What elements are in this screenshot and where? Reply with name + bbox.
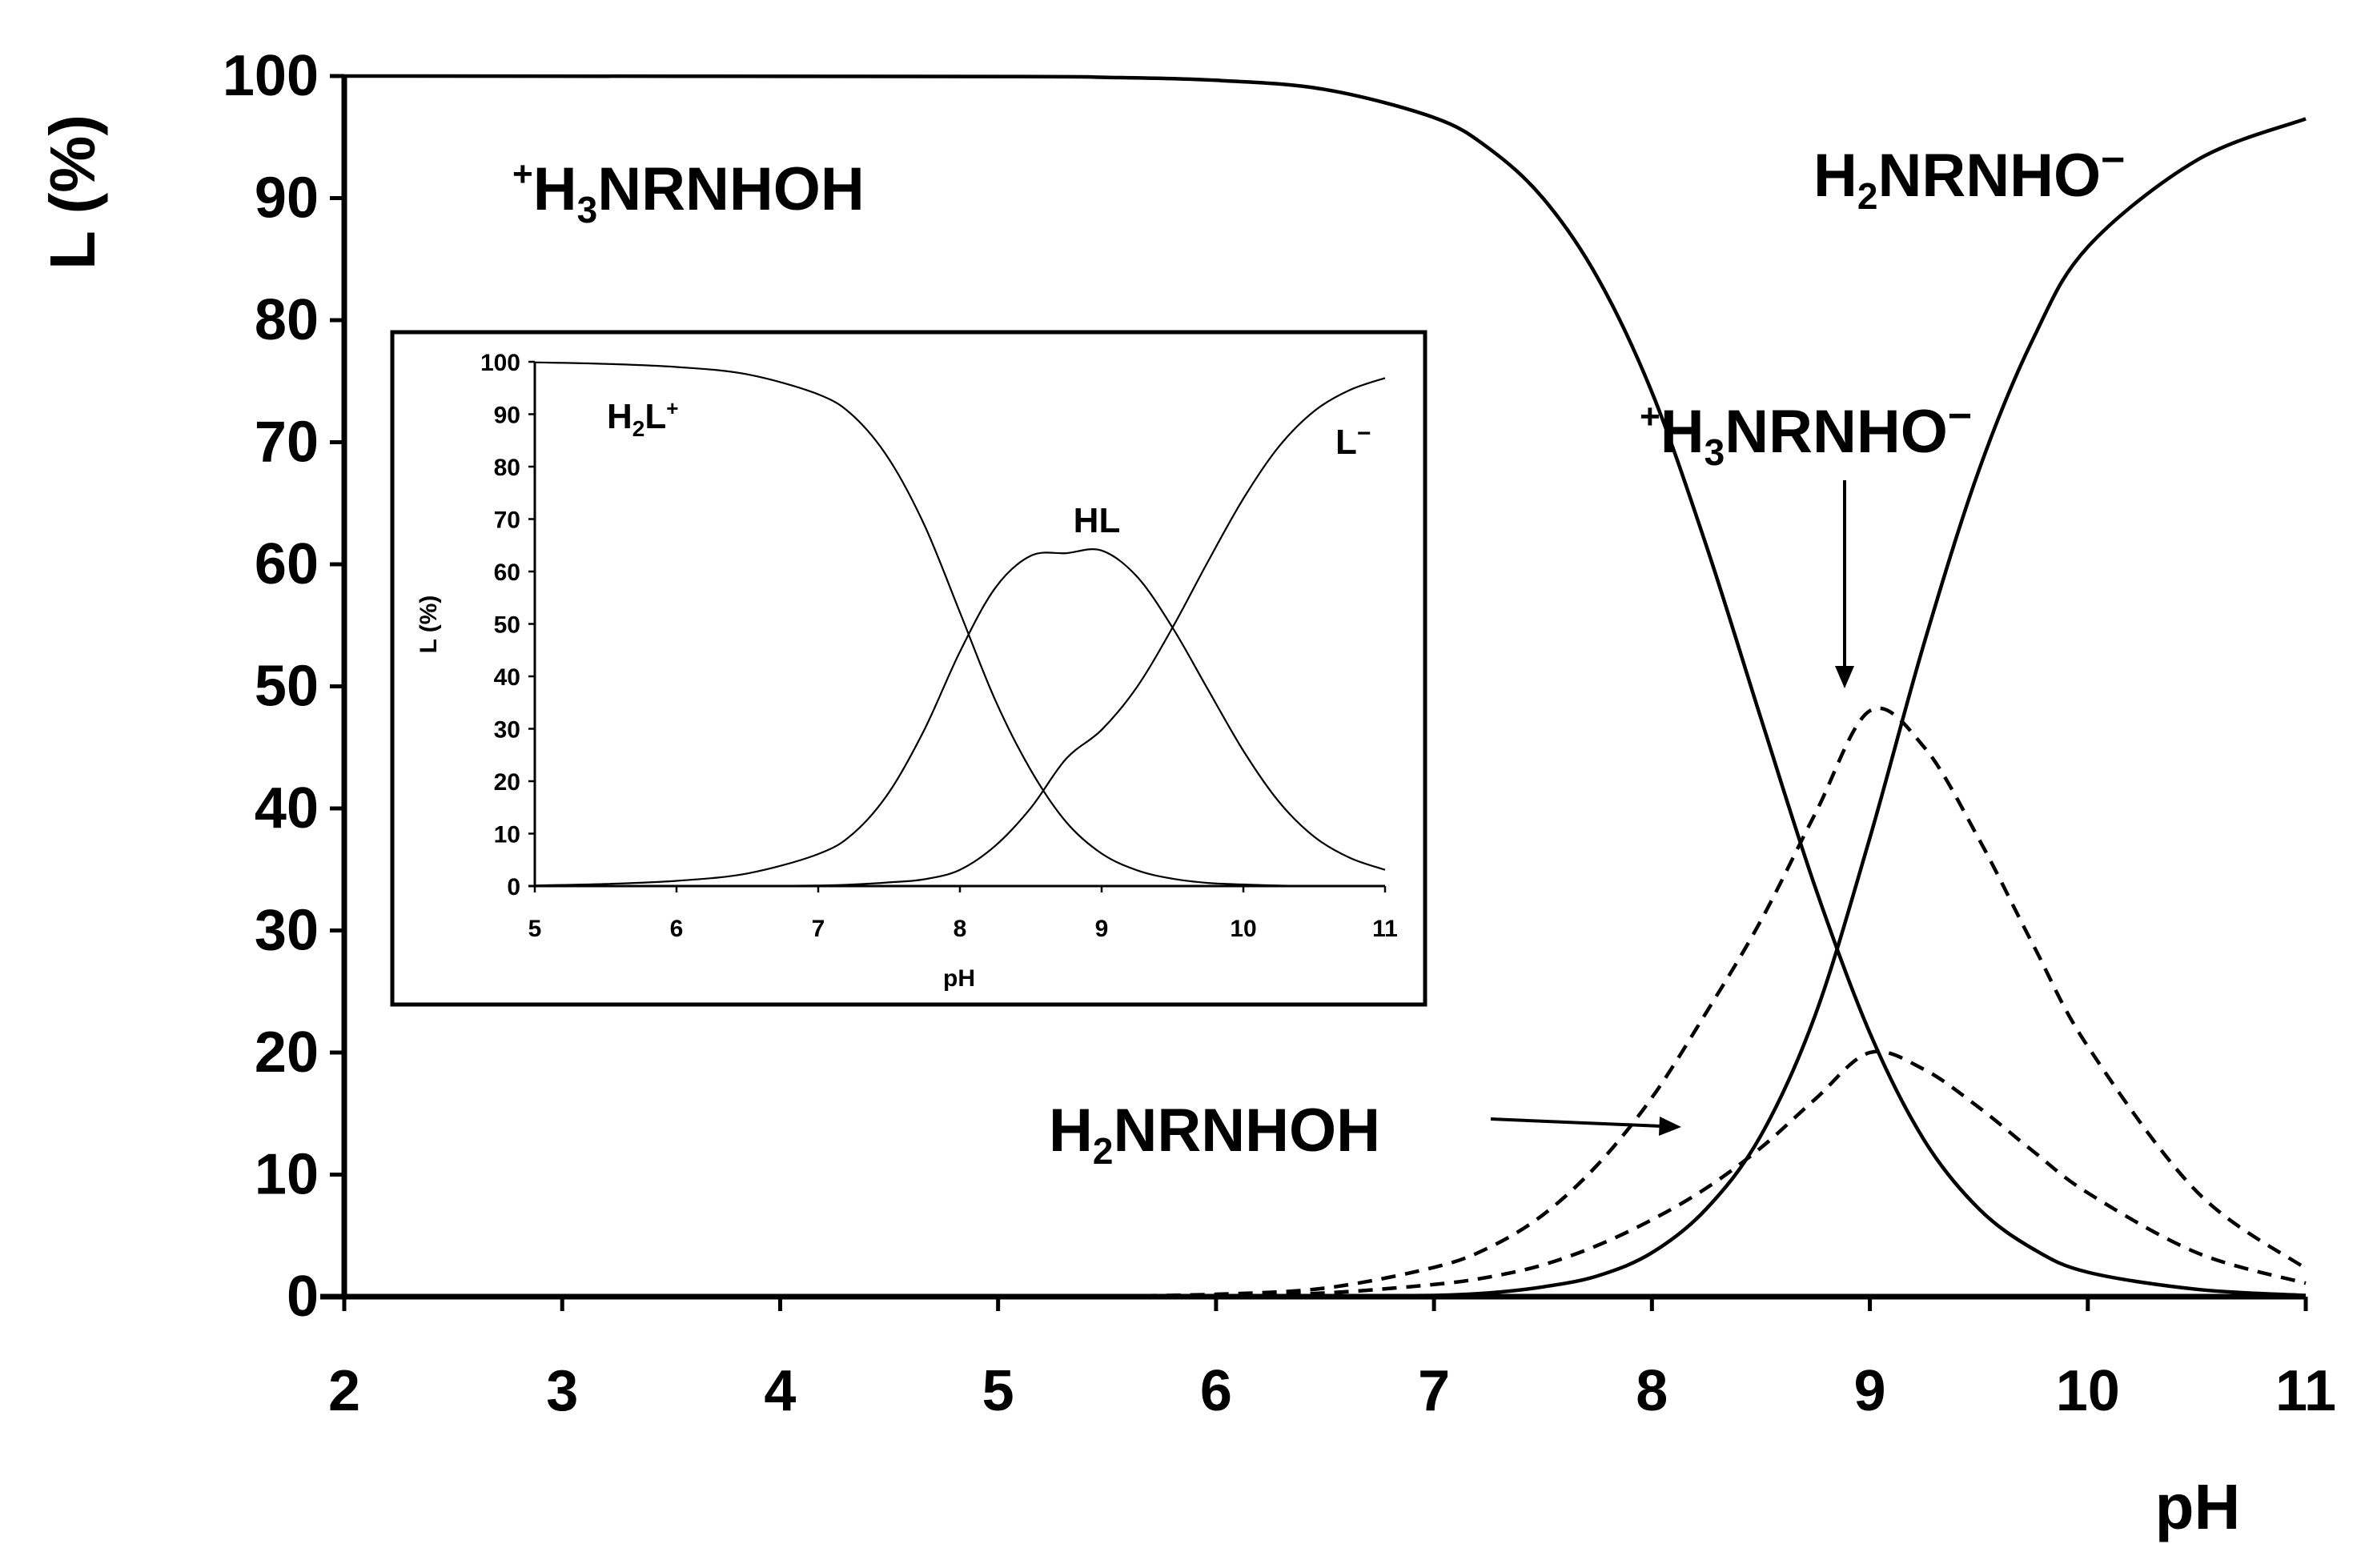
inset-label-l-minus: L− [1335, 420, 1371, 462]
inset-x-tick-label: 8 [954, 916, 967, 942]
inset-x-axis-title: pH [943, 965, 975, 992]
main-x-tick-label: 8 [1636, 1359, 1668, 1423]
inset-x-tick-label: 9 [1095, 916, 1109, 942]
main-x-tick-label: 2 [328, 1359, 360, 1423]
arrow-to-h2nrnhoh-curve [1490, 1117, 1681, 1136]
main-y-tick-label: 60 [255, 532, 319, 596]
main-y-tick-label: 40 [255, 776, 319, 840]
main-series-line-4 [998, 1049, 2307, 1299]
main-y-tick-label: 10 [255, 1143, 319, 1207]
main-series-line-2 [998, 117, 2307, 1299]
species-label-h3nrnhoh: +H3NRNHOH [512, 154, 865, 231]
inset-y-tick-label: 40 [494, 664, 520, 691]
inset-series-line-1 [534, 361, 1385, 887]
inset-x-tick-label: 6 [670, 916, 684, 942]
species-label-h3nrnho-zwitterion: +H3NRNHO− [1640, 393, 1972, 473]
inset-y-tick-label: 100 [480, 350, 520, 376]
main-x-tick-label: 4 [764, 1359, 796, 1423]
inset-x-tick-label: 11 [1372, 916, 1398, 942]
inset-y-tick-label: 90 [494, 403, 520, 429]
main-x-tick-label: 5 [982, 1359, 1014, 1423]
inset-y-axis-title: L (%) [416, 596, 442, 654]
inset-label-hl: HL [1074, 501, 1121, 540]
main-y-tick-label: 70 [255, 411, 319, 475]
main-y-tick-label: 50 [255, 655, 319, 719]
inset-series-line-2 [534, 547, 1386, 887]
inset-y-tick-label: 30 [494, 717, 520, 744]
inset-series-line-3 [535, 377, 1386, 888]
inset-y-tick-label: 70 [494, 507, 520, 534]
main-x-tick-label: 7 [1418, 1359, 1450, 1423]
main-y-tick-label: 0 [287, 1265, 319, 1329]
main-x-tick-label: 6 [1200, 1359, 1232, 1423]
main-y-tick-label: 90 [255, 166, 319, 231]
main-y-tick-label: 80 [255, 288, 319, 352]
inset-series [534, 361, 1386, 888]
main-series-line-1 [343, 74, 2307, 1297]
inset-x-tick-label: 7 [812, 916, 825, 942]
main-x-tick-label: 9 [1854, 1359, 1886, 1423]
inset-y-tick-label: 80 [494, 455, 520, 481]
species-label-h2nrnhoh: H2NRNHOH [1049, 1097, 1380, 1172]
main-x-axis-title: pH [2155, 1471, 2241, 1542]
inset-x-tick-label: 5 [528, 916, 542, 942]
arrow-to-zwitterion-peak [1835, 480, 1854, 688]
inset-x-tick-label: 10 [1230, 916, 1256, 942]
main-y-tick-label: 20 [255, 1021, 319, 1085]
main-y-axis-title: L (%) [37, 114, 108, 270]
main-x-tick-label: 3 [546, 1359, 578, 1423]
inset-frame [390, 330, 1427, 1007]
species-label-h2nrnho-minus: H2NRNHO− [1813, 137, 2126, 217]
inset-y-tick-label: 10 [494, 822, 520, 848]
inset-plot: 5 6 7 8 9 10 11 0 10 20 30 40 50 60 70 80 90 100 L (%) pH… [390, 330, 1427, 1007]
main-y-tick-label: 30 [255, 899, 319, 963]
main-y-tick-label: 100 [223, 44, 319, 108]
inset-y-tick-label: 20 [494, 769, 520, 796]
inset-y-tick-label: 50 [494, 612, 520, 639]
inset-y-tick-label: 0 [507, 874, 520, 900]
inset-y-tick-label: 60 [494, 559, 520, 586]
main-series [343, 74, 2307, 1299]
inset-label-h2l-plus: H2L+ [607, 396, 678, 441]
inset-ticks: 5 6 7 8 9 10 11 0 10 20 30 40 50 60 70 80 90 100 [480, 350, 1398, 942]
main-x-tick-label: 11 [2275, 1359, 2336, 1423]
main-x-tick-label: 10 [2056, 1359, 2120, 1423]
